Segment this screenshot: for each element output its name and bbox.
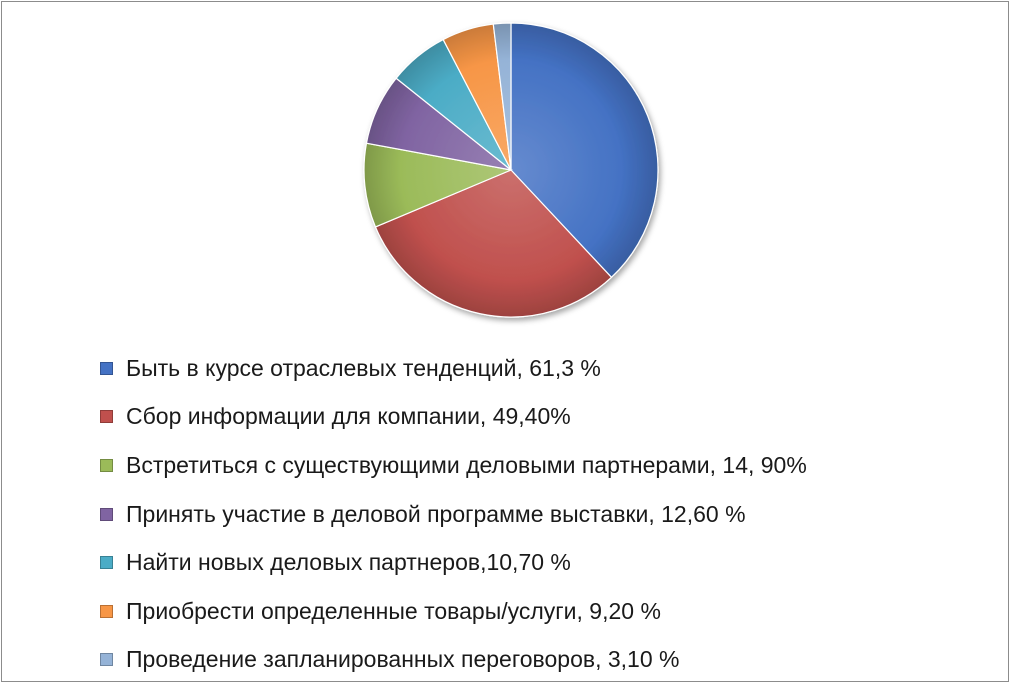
legend-swatch <box>100 604 113 618</box>
legend-label: Встретиться с существующими деловыми пар… <box>126 451 807 478</box>
chart-legend: Быть в курсе отраслевых тенденций, 61,3 … <box>100 344 807 684</box>
legend-item: Проведение запланированных переговоров, … <box>100 636 807 685</box>
legend-label: Принять участие в деловой программе выст… <box>126 500 746 527</box>
legend-item: Встретиться с существующими деловыми пар… <box>100 441 807 490</box>
legend-item: Приобрести определенные товары/услуги, 9… <box>100 587 807 636</box>
pie-slice <box>363 142 514 228</box>
pie-chart <box>363 22 659 318</box>
legend-swatch <box>100 556 113 570</box>
legend-label: Сбор информации для компании, 49,40% <box>126 403 571 430</box>
legend-label: Быть в курсе отраслевых тенденций, 61,3 … <box>126 354 601 381</box>
legend-swatch <box>100 507 113 521</box>
legend-label: Проведение запланированных переговоров, … <box>126 646 680 673</box>
pie-slice <box>492 22 512 171</box>
legend-swatch <box>100 458 113 472</box>
legend-swatch <box>100 653 113 667</box>
legend-item: Принять участие в деловой программе выст… <box>100 490 807 539</box>
pie-slices <box>363 22 659 318</box>
legend-swatch <box>100 361 113 375</box>
pie-slice <box>374 169 613 318</box>
legend-label: Найти новых деловых партнеров,10,70 % <box>126 549 571 576</box>
legend-item: Сбор информации для компании, 49,40% <box>100 393 807 442</box>
legend-label: Приобрести определенные товары/услуги, 9… <box>126 597 661 624</box>
pie-slice <box>510 22 659 279</box>
legend-swatch <box>100 410 113 424</box>
legend-item: Быть в курсе отраслевых тенденций, 61,3 … <box>100 344 807 393</box>
legend-item: Найти новых деловых партнеров,10,70 % <box>100 538 807 587</box>
